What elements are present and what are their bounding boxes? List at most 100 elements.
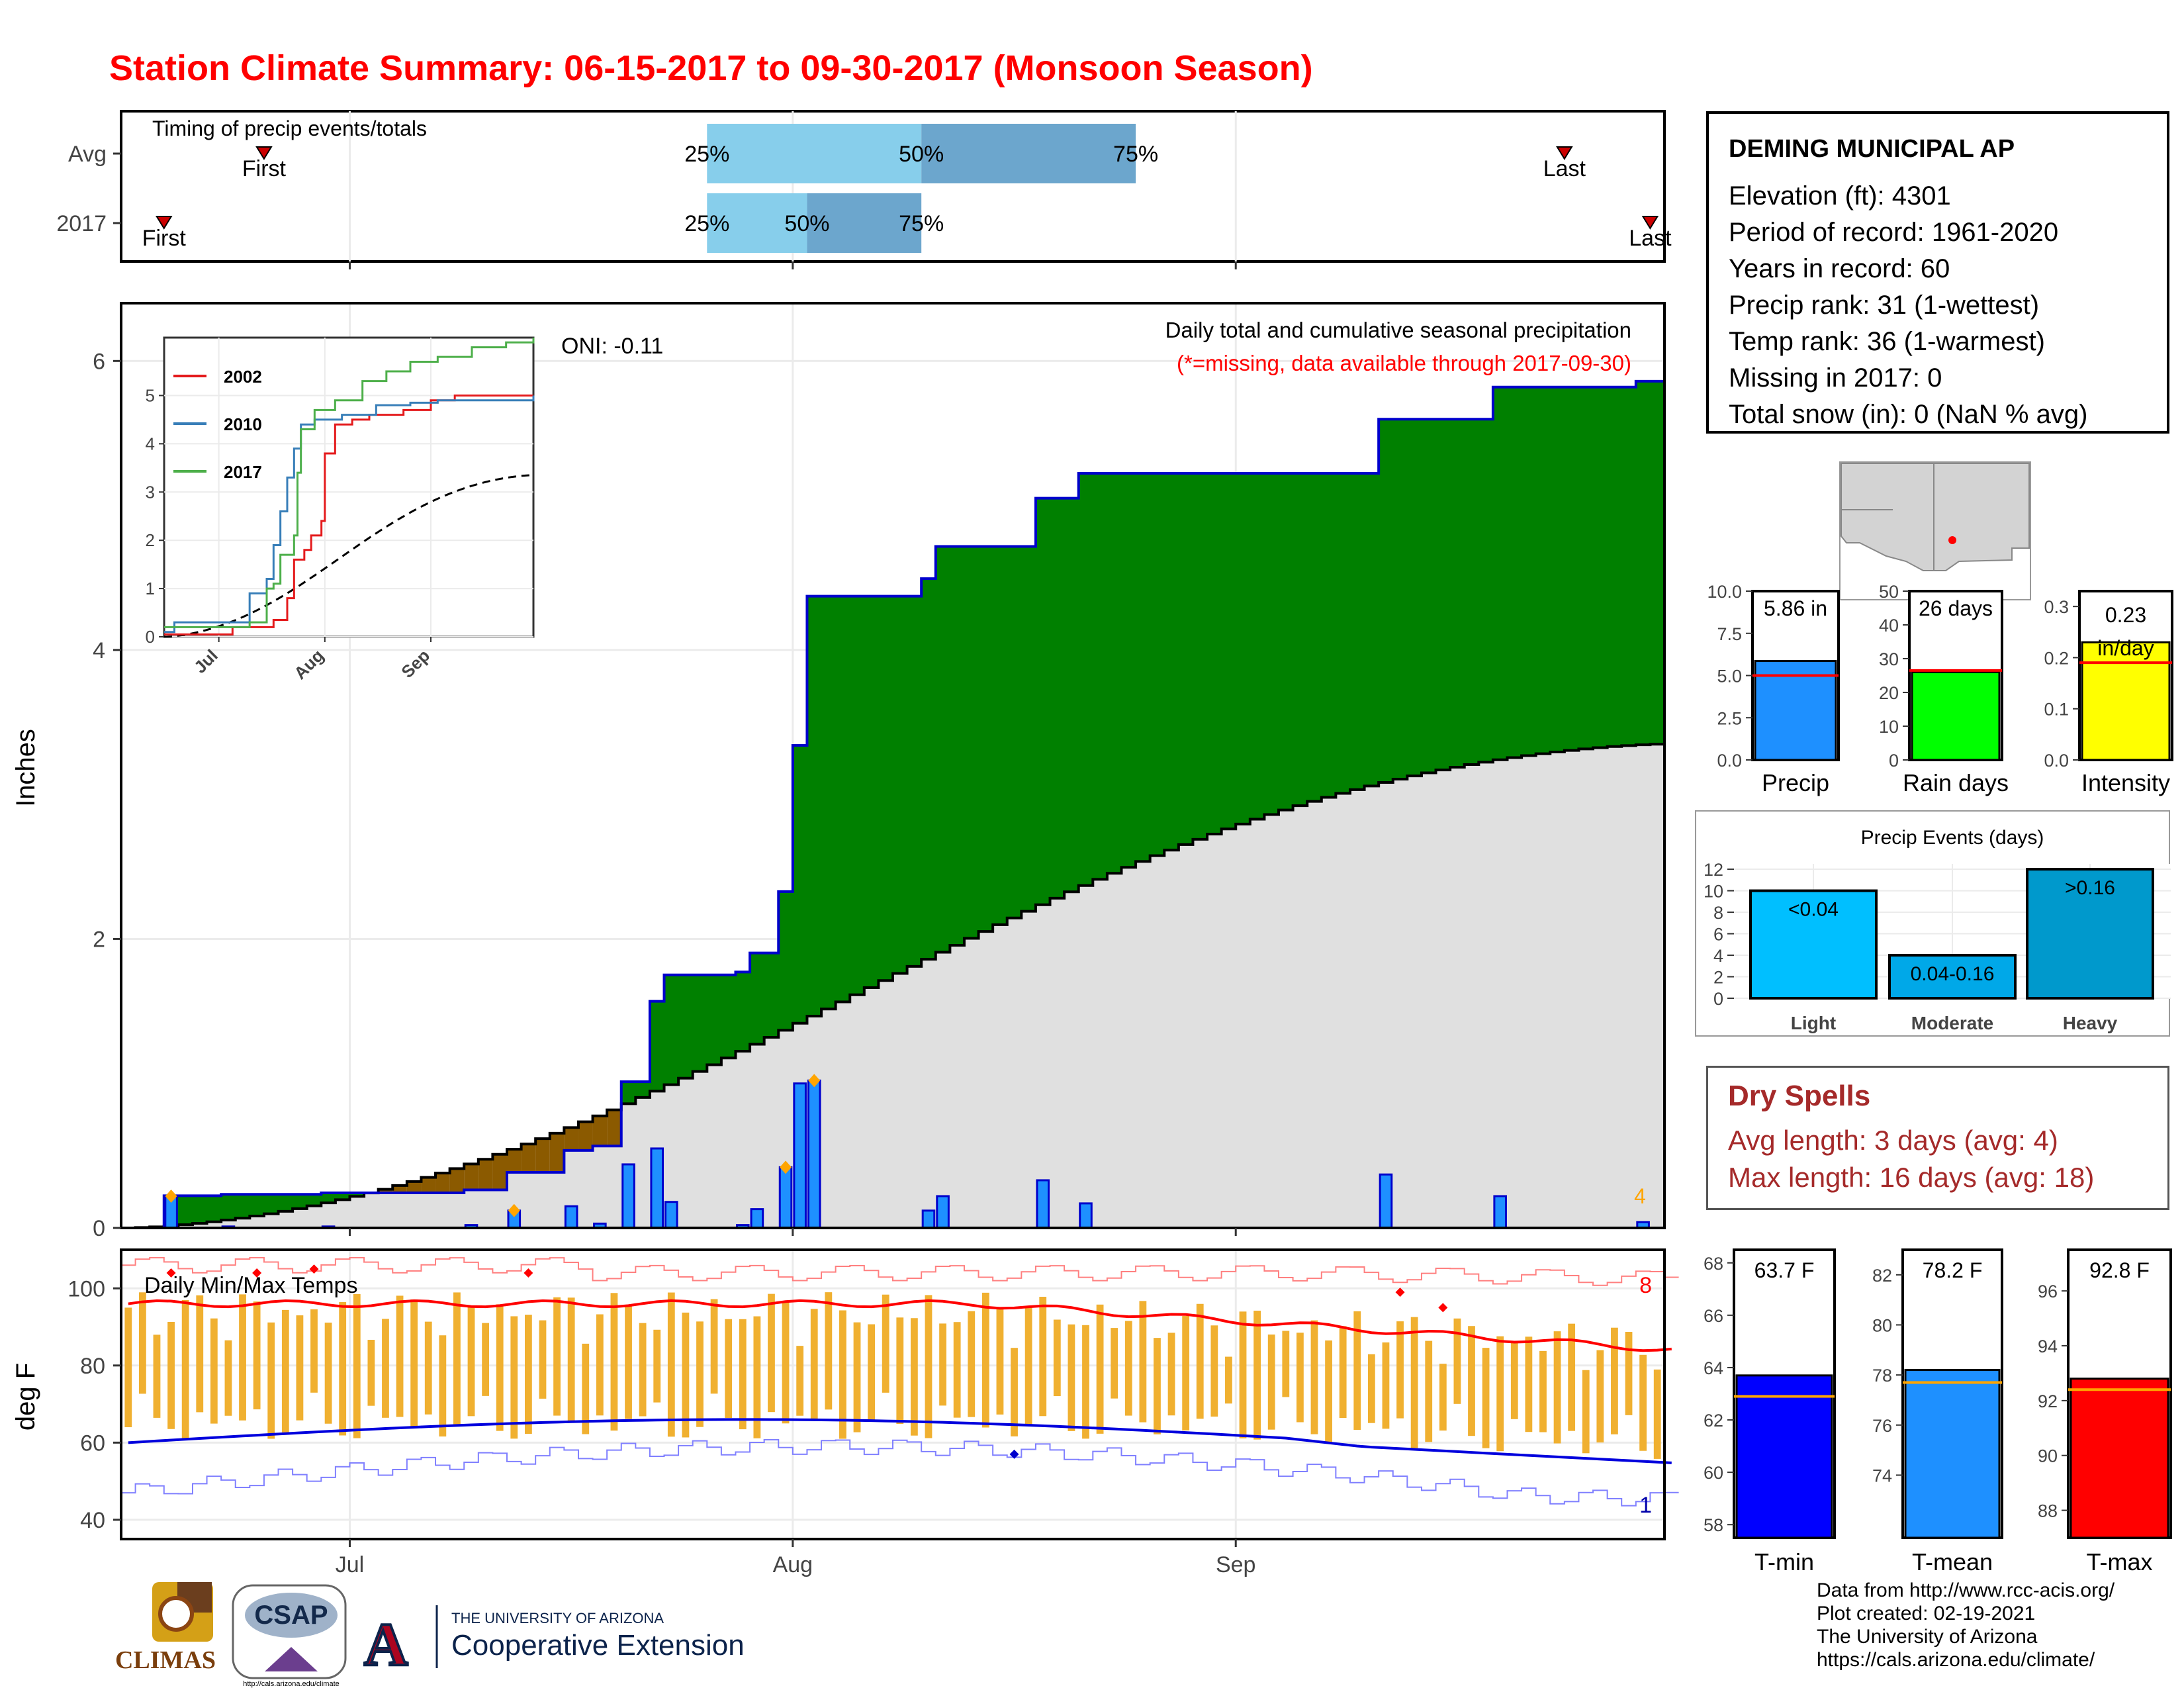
daily-temp-bar — [539, 1320, 547, 1399]
inset-avg-line — [163, 474, 534, 638]
below-avg-area — [592, 1115, 608, 1147]
avg-cumulative-area — [364, 1193, 379, 1228]
daily-temp-bar — [1039, 1297, 1047, 1417]
daily-temp-bar — [167, 1321, 175, 1429]
daily-temp-bar — [1410, 1317, 1418, 1448]
daily-precip-bar — [921, 1209, 936, 1229]
avg-cumulative-area — [1522, 755, 1537, 1228]
daily-temp-bar — [696, 1321, 704, 1427]
above-avg-area — [1321, 473, 1336, 798]
missing-flag-marker — [808, 1074, 821, 1088]
daily-temp-bar — [868, 1324, 876, 1421]
daily-temp-bar — [1096, 1304, 1104, 1434]
daily-temp-bar — [253, 1301, 261, 1410]
avg-cumulative-area — [1207, 833, 1222, 1228]
avg-cumulative-area — [392, 1185, 408, 1228]
avg-cumulative-area — [1307, 801, 1322, 1228]
below-avg-area — [406, 1181, 422, 1193]
daily-temp-bar — [1225, 1356, 1232, 1404]
avg-cumulative-area — [206, 1221, 222, 1228]
credits: Data from http://www.rcc-acis.org/ Plot … — [1817, 1579, 2115, 1671]
avg-max-line — [128, 1299, 1672, 1352]
avg-cumulative-area — [1150, 855, 1165, 1228]
above-avg-area — [921, 579, 936, 960]
above-avg-area — [1635, 381, 1651, 745]
avg-min-line — [128, 1418, 1672, 1464]
below-avg-area — [492, 1154, 508, 1190]
record-min-line — [121, 1438, 1679, 1507]
ua-logo-large: Cooperative Extension — [451, 1629, 745, 1662]
avg-cumulative-area — [1321, 797, 1336, 1228]
daily-temp-bar — [725, 1319, 733, 1419]
above-avg-area — [1236, 473, 1251, 824]
daily-temp-bar — [1024, 1305, 1032, 1425]
daily-precip-bar — [1079, 1202, 1093, 1229]
temp-y-tick-label: 80 — [80, 1354, 105, 1379]
avg-cumulative-area — [335, 1199, 351, 1228]
daily-temp-bar — [768, 1293, 775, 1413]
summary-y-tick-label: 5.0 — [1717, 667, 1742, 686]
avg-cumulative-area — [263, 1213, 279, 1228]
summary-y-tick-label: 0.1 — [2044, 700, 2069, 720]
daily-temp-bar — [1139, 1301, 1147, 1423]
above-avg-area — [1364, 473, 1379, 786]
daily-temp-bar — [410, 1299, 418, 1428]
timing-p50-label: 50% — [899, 142, 944, 167]
below-avg-area — [449, 1168, 465, 1193]
avg-cumulative-area — [349, 1196, 365, 1228]
daily-temp-bar — [981, 1292, 989, 1428]
temp-summary-y-tick-label: 94 — [2038, 1336, 2058, 1356]
credit-url: https://cals.arizona.edu/climate/ — [1817, 1649, 2095, 1671]
daily-temp-bar — [424, 1321, 432, 1415]
dry-spells-avg: Avg length: 3 days (avg: 4) — [1728, 1125, 2058, 1156]
daily-temp-bar — [625, 1304, 632, 1419]
summary-value-unit: in/day — [2097, 636, 2154, 660]
avg-cumulative-area — [1479, 762, 1494, 1228]
avg-cumulative-area — [1064, 892, 1079, 1228]
climas-logo-text: CLIMAS — [115, 1646, 216, 1674]
timing-p75-label: 75% — [1113, 142, 1158, 167]
avg-cumulative-area — [964, 938, 979, 1228]
avg-cumulative-area — [707, 1064, 722, 1228]
daily-temp-bar — [1496, 1336, 1504, 1452]
daily-temp-bar — [339, 1302, 347, 1436]
above-avg-area — [878, 596, 893, 981]
daily-temp-bar — [1453, 1318, 1461, 1404]
daily-precip-bar — [1379, 1173, 1393, 1229]
temp-summary-y-tick-label: 96 — [2038, 1282, 2058, 1301]
above-avg-area — [1479, 419, 1494, 763]
daily-temp-bar — [1310, 1320, 1318, 1434]
daily-temp-bar — [482, 1323, 490, 1396]
daily-temp-bar — [382, 1319, 389, 1418]
above-avg-area — [1650, 381, 1665, 745]
avg-cumulative-area — [250, 1216, 265, 1228]
avg-cumulative-area — [306, 1205, 322, 1228]
avg-cumulative-area — [1550, 752, 1565, 1228]
credit-source: Data from http://www.rcc-acis.org/ — [1817, 1579, 2115, 1601]
station-temp-rank: Temp rank: 36 (1-warmest) — [1729, 327, 2045, 356]
above-avg-area — [750, 953, 765, 1045]
daily-temp-bar — [496, 1304, 504, 1431]
daily-temp-bar — [310, 1309, 318, 1393]
daily-temp-bar — [1239, 1311, 1247, 1438]
avg-cumulative-area — [921, 959, 936, 1228]
temp-summary-y-tick-label: 76 — [1872, 1416, 1892, 1436]
avg-cumulative-area — [1421, 773, 1437, 1228]
events-title: Precip Events (days) — [1861, 827, 2044, 849]
daily-temp-bar — [1196, 1303, 1204, 1419]
avg-cumulative-area — [692, 1071, 707, 1228]
daily-temp-bar — [1068, 1324, 1075, 1431]
above-avg-area — [1621, 387, 1637, 746]
above-avg-area — [907, 596, 922, 966]
avg-cumulative-area — [1464, 765, 1479, 1228]
daily-temp-bar — [239, 1294, 246, 1421]
above-avg-area — [664, 974, 679, 1085]
daily-temp-bar — [324, 1323, 332, 1424]
above-avg-area — [293, 1194, 308, 1209]
daily-temp-bar — [1296, 1333, 1304, 1423]
avg-cumulative-area — [321, 1203, 336, 1228]
above-avg-area — [1007, 546, 1022, 918]
daily-temp-bar — [610, 1293, 618, 1431]
inset-y-tick-label: 2 — [146, 530, 155, 550]
above-avg-area — [1078, 473, 1093, 886]
